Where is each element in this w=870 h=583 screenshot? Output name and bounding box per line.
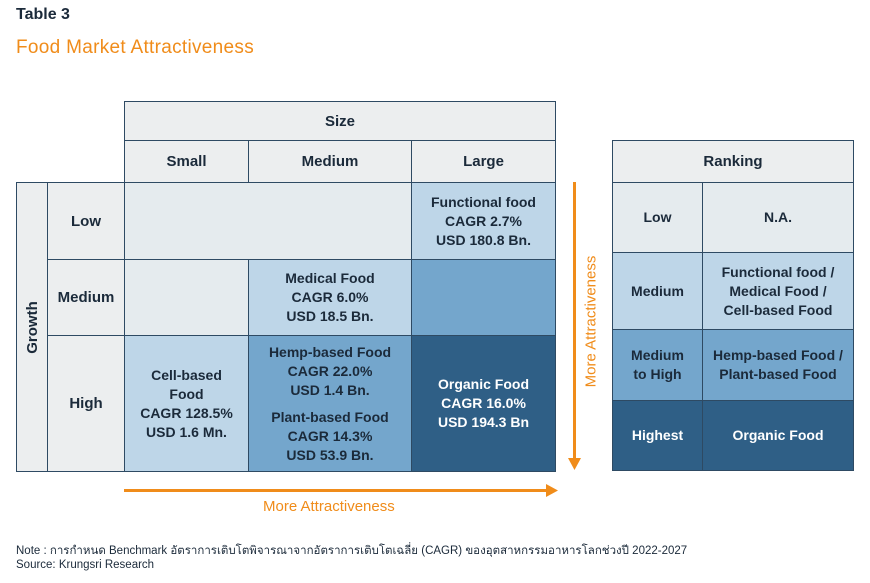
size-col-medium: Medium — [248, 140, 412, 183]
cell-line: CAGR 2.7% — [444, 212, 523, 229]
ranking-level-label: Highest — [631, 427, 684, 443]
cell-medium-large — [411, 259, 556, 336]
cell-line: Plant-based Food — [271, 408, 389, 425]
ranking-level-highest: Highest — [612, 400, 703, 471]
cell-high-small: Cell-based Food CAGR 128.5% USD 1.6 Mn. — [124, 335, 249, 472]
ranking-header-label: Ranking — [703, 153, 763, 170]
cell-medium-medium: Medical Food CAGR 6.0% USD 18.5 Bn. — [248, 259, 412, 336]
size-header-label: Size — [324, 112, 355, 130]
ranking-level-low: Low — [612, 182, 703, 253]
ranking-item-line: N.A. — [764, 209, 792, 225]
cell-line: CAGR 6.0% — [291, 289, 369, 305]
ranking-items-low: N.A. — [702, 182, 854, 253]
ranking-item-line: Organic Food — [732, 427, 824, 443]
growth-header-label: Growth — [23, 300, 41, 354]
arrow-right-head-icon — [546, 484, 558, 497]
ranking-level-label: to High — [633, 366, 682, 382]
size-col-small: Small — [124, 140, 249, 183]
table-title: Food Market Attractiveness — [16, 37, 255, 58]
table-label: Table 3 — [16, 6, 70, 23]
arrow-down-head-icon — [568, 458, 581, 470]
cell-line: CAGR 14.3% — [287, 427, 373, 444]
ranking-item-line: Hemp-based Food / — [713, 347, 843, 363]
size-col-label: Medium — [301, 153, 359, 170]
arrow-horizontal-label: More Attractiveness — [263, 498, 395, 515]
cell-line: CAGR 128.5% — [140, 404, 233, 421]
cell-low-small-medium — [124, 182, 412, 260]
cell-medium-small — [124, 259, 249, 336]
ranking-level-label: Medium — [631, 282, 684, 299]
cell-line: USD 1.4 Bn. — [290, 381, 370, 398]
cell-line: USD 1.6 Mn. — [146, 423, 227, 440]
cell-line: CAGR 22.0% — [287, 362, 373, 379]
cell-line: CAGR 16.0% — [441, 395, 526, 411]
cell-line: Cell-based — [151, 366, 222, 383]
cell-line: Functional food — [431, 193, 536, 210]
footnote: Note : การกำหนด Benchmark อัตราการเติบโต… — [16, 545, 688, 557]
cell-low-large: Functional food CAGR 2.7% USD 180.8 Bn. — [411, 182, 556, 260]
size-header: Size — [124, 101, 556, 141]
cell-line: Organic Food — [438, 376, 529, 392]
ranking-items-medium: Functional food / Medical Food / Cell-ba… — [702, 252, 854, 330]
growth-row-label: Medium — [57, 289, 115, 306]
ranking-items-medium-to-high: Hemp-based Food / Plant-based Food — [702, 329, 854, 401]
growth-row-high: High — [47, 335, 125, 472]
ranking-item-line: Plant-based Food — [719, 366, 837, 382]
size-col-label: Small — [166, 153, 207, 170]
cell-line: USD 194.3 Bn — [437, 414, 530, 430]
arrow-vertical — [573, 182, 576, 462]
growth-row-low: Low — [47, 182, 125, 260]
growth-row-medium: Medium — [47, 259, 125, 336]
growth-row-label: High — [69, 395, 103, 412]
growth-row-label: Low — [71, 212, 101, 230]
ranking-level-medium-to-high: Medium to High — [612, 329, 703, 401]
growth-header: Growth — [16, 182, 48, 472]
ranking-item-line: Medical Food / — [729, 282, 827, 299]
ranking-item-line: Cell-based Food — [723, 301, 833, 318]
cell-line: USD 18.5 Bn. — [286, 308, 374, 324]
cell-line: Medical Food — [285, 270, 375, 286]
ranking-item-line: Functional food / — [721, 263, 835, 280]
ranking-level-label: Low — [643, 209, 672, 225]
cell-line: Food — [169, 385, 204, 402]
arrow-vertical-label: More Attractiveness — [582, 255, 600, 388]
cell-line: Hemp-based Food — [268, 343, 392, 360]
ranking-level-label: Medium — [631, 347, 684, 363]
cell-line: USD 53.9 Bn. — [286, 446, 374, 463]
size-col-large: Large — [411, 140, 556, 183]
arrow-horizontal — [124, 489, 550, 492]
cell-high-large: Organic Food CAGR 16.0% USD 194.3 Bn — [411, 335, 556, 472]
ranking-header: Ranking — [612, 140, 854, 183]
cell-line: USD 180.8 Bn. — [436, 231, 531, 248]
ranking-items-highest: Organic Food — [702, 400, 854, 471]
cell-high-medium: Hemp-based Food CAGR 22.0% USD 1.4 Bn. P… — [248, 335, 412, 472]
ranking-level-medium: Medium — [612, 252, 703, 330]
source: Source: Krungsri Research — [16, 559, 155, 571]
size-col-label: Large — [463, 153, 504, 170]
